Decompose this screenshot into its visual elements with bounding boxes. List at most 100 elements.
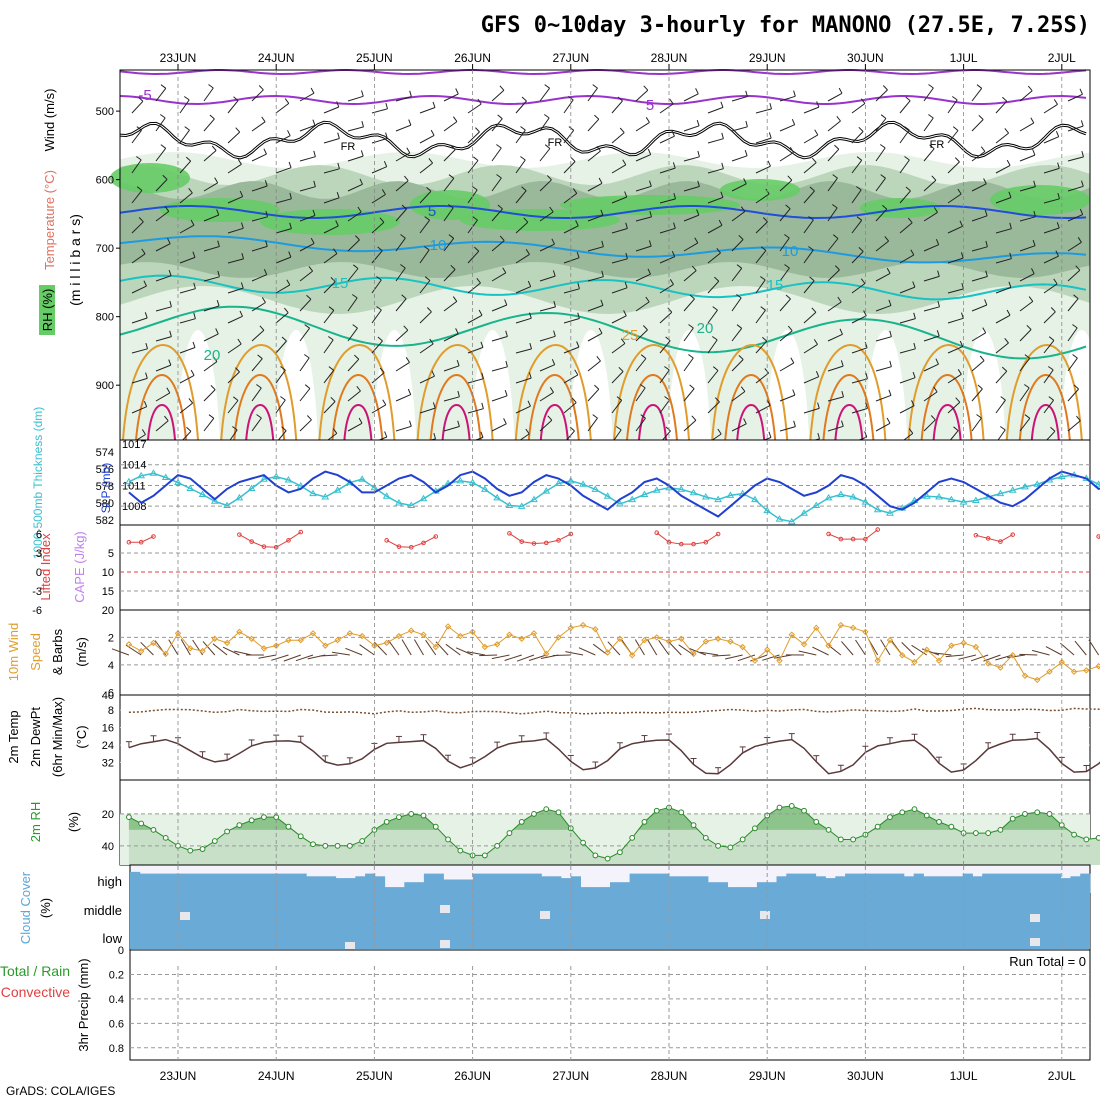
wind-barb (491, 304, 507, 312)
wind-barb (971, 388, 983, 402)
wind-barb-flag (497, 114, 503, 120)
thickness-marker (1021, 482, 1029, 490)
date-axis-top: 23JUN 24JUN 25JUN 26JUN 27JUN 28JUN 29JUN 30JUN… (160, 51, 1076, 70)
wind-tick-label: 2 (108, 632, 114, 644)
cloud-high-bar (296, 873, 307, 893)
temperature2m-frame (119, 694, 1091, 781)
cloud-high-bar (218, 873, 229, 893)
wind10m-speed-marker (236, 628, 243, 636)
wind-barb (923, 148, 935, 162)
rh-marker (518, 819, 525, 825)
wind-barb-flag (697, 180, 700, 187)
wind-barb-flag (1004, 337, 1009, 344)
thickness-marker (800, 509, 808, 516)
wind-barb-flag (457, 390, 460, 397)
wind-barb (995, 197, 1012, 204)
wind-barb-flag (304, 384, 311, 389)
wind-barb (251, 89, 264, 102)
wind-barb-flag (976, 84, 983, 89)
wind-barb (491, 89, 505, 102)
rh-shading (110, 152, 1100, 440)
wind-barb (491, 395, 508, 402)
lifted-index-marker (421, 540, 426, 546)
wind-barb-flag (904, 126, 910, 131)
contour-35-loop (343, 403, 373, 441)
contour-25-loop (514, 343, 592, 441)
wind-barb-flag (1027, 85, 1033, 92)
wind-barb-flag (1033, 180, 1036, 187)
date-label-top: 24JUN (258, 51, 295, 65)
wind-barb-flag (160, 144, 167, 149)
wind-barb-flag (905, 96, 911, 102)
wind10m-speed-marker (162, 650, 169, 658)
wind-barb (779, 151, 794, 162)
wind-barb-flag (382, 399, 387, 406)
wind-barb (323, 281, 336, 294)
wind-barb-flag (935, 239, 940, 245)
wind-barb (203, 182, 218, 192)
wind-barb-flag (352, 324, 358, 329)
wind-barb (131, 317, 148, 324)
wind-barb (923, 419, 936, 432)
wind-barb (659, 256, 675, 264)
wind10m-barb (658, 640, 670, 656)
rh-marker (604, 855, 611, 862)
wind-barb (971, 304, 987, 312)
wind-barb (155, 147, 167, 162)
wind-barb (851, 131, 864, 144)
wind-barb (635, 185, 652, 192)
rh-marker (899, 809, 906, 816)
wind10m-speed-marker (702, 638, 710, 645)
wind-barb-flag (689, 384, 695, 390)
cloud-high-bar (208, 873, 219, 893)
wind-barb-flag (304, 324, 310, 329)
lifted-index-marker (556, 538, 561, 543)
wind-barb (347, 358, 360, 372)
wind10m-label-b: Speed (28, 633, 43, 671)
lifted-index-line (128, 529, 1100, 548)
thickness-marker (505, 501, 514, 509)
rh-legend-swatch (39, 285, 55, 335)
wind-barb-flag (768, 431, 772, 438)
wind-barb-flag (691, 265, 697, 271)
cloud-high-bar (423, 873, 435, 893)
rh-marker (445, 836, 451, 843)
wind10m-speed-marker (444, 623, 452, 630)
thickness-marker (137, 471, 146, 479)
contour-30-loop (331, 373, 384, 441)
wind-barb-flag (767, 160, 771, 167)
rh-green-patch (720, 179, 800, 201)
wind-barb (563, 346, 580, 354)
wind-barb-flag (957, 188, 962, 195)
wind-barb (131, 348, 148, 354)
wind-barb-flag (472, 216, 478, 221)
rh-marker (972, 830, 979, 836)
contour-label: FR (548, 137, 563, 149)
wind-barb-flag (400, 264, 406, 269)
wind10m-unit-label: (m/s) (74, 637, 89, 667)
wind-barb (755, 404, 771, 414)
wind-barb (731, 327, 743, 342)
wind-barb-flag (640, 414, 646, 419)
contour-35-loop (245, 403, 275, 441)
rh-marker (985, 830, 992, 836)
wind-barb-flag (1076, 415, 1081, 422)
wind-barb (1019, 245, 1036, 252)
wind-barb (395, 361, 410, 372)
cloud-high-bar (580, 887, 591, 893)
wind-barb (587, 388, 600, 402)
wind-barb-flag (622, 159, 627, 166)
wind-barb (203, 214, 219, 222)
wind-barb-flag (1026, 324, 1032, 330)
rh-marker (420, 812, 427, 819)
wind-barb (947, 373, 962, 384)
wind-barb-flag (529, 342, 532, 350)
wind-barb-flag (403, 325, 409, 331)
wind-barb (251, 245, 268, 252)
wind-barb (659, 135, 675, 144)
upper-temperature-label: Temperature (°C) (42, 170, 57, 270)
wind-barb-flag (1079, 208, 1084, 215)
wind-barb-flag (1081, 150, 1084, 158)
wind10m-speed-marker (432, 643, 439, 651)
wind-barb (827, 177, 838, 192)
